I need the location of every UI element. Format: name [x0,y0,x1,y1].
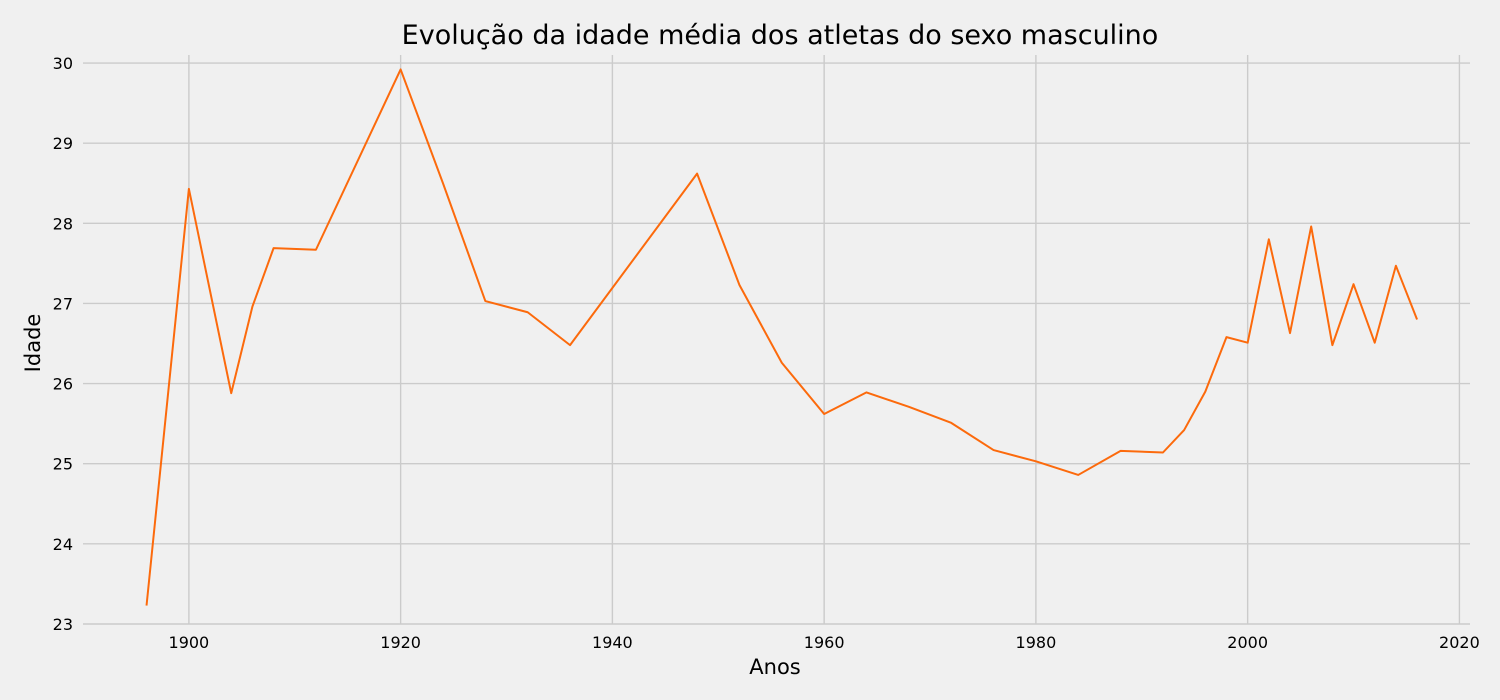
x-tick-labels: 1900 1920 1940 1960 1980 2000 2020 [169,633,1480,652]
y-tick-labels: 23 24 25 26 27 28 29 30 [53,54,73,634]
x-grid-lines [188,55,1461,624]
y-grid-lines [83,62,1470,625]
y-tick-label: 23 [53,615,73,634]
x-tick-label: 2000 [1227,633,1268,652]
series-line [145,68,1418,606]
y-tick-label: 26 [53,375,73,394]
x-tick-label: 1980 [1016,633,1057,652]
y-axis-label: Idade [21,314,45,373]
y-tick-label: 29 [53,134,73,153]
x-tick-label: 1940 [592,633,633,652]
y-tick-label: 25 [53,455,73,474]
x-axis-label: Anos [749,655,800,679]
chart-title: Evolução da idade média dos atletas do s… [402,20,1159,51]
y-tick-label: 30 [53,54,73,73]
x-tick-label: 1960 [804,633,845,652]
x-tick-label: 1900 [169,633,210,652]
y-tick-label: 24 [53,535,73,554]
x-tick-label: 1920 [380,633,421,652]
y-tick-label: 28 [53,214,73,233]
x-tick-label: 2020 [1439,633,1480,652]
y-tick-label: 27 [53,294,73,313]
